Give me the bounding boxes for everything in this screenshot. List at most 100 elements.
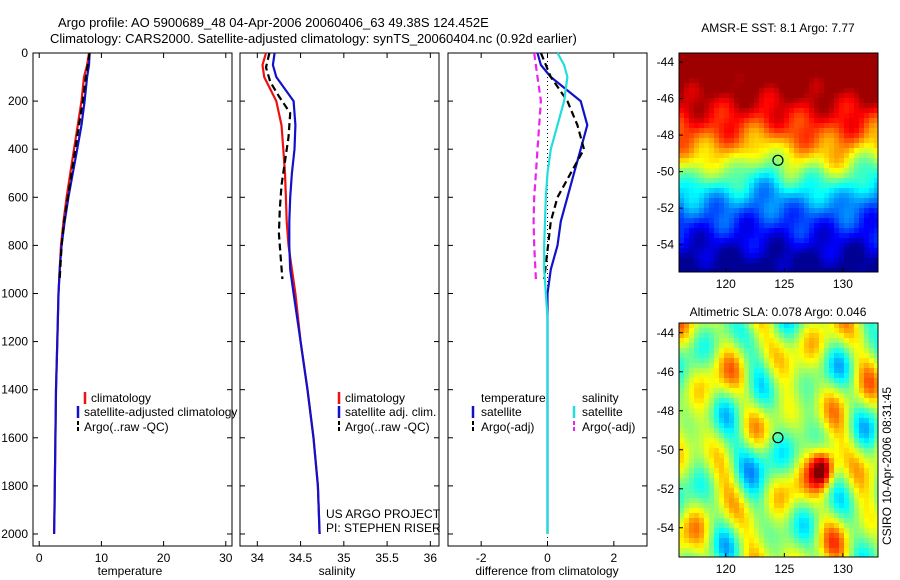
heatmap-cell <box>744 188 750 194</box>
heatmap-cell <box>699 208 705 214</box>
heatmap-cell <box>849 88 855 94</box>
heatmap-cell <box>784 493 790 499</box>
heatmap-cell <box>764 428 770 434</box>
heatmap-cell <box>684 113 690 119</box>
heatmap-cell <box>684 468 690 474</box>
heatmap-cell <box>789 458 795 464</box>
y-tick-label: 2000 <box>1 527 28 541</box>
heatmap-cell <box>689 208 695 214</box>
heatmap-cell <box>859 183 865 189</box>
heatmap-cell <box>729 393 735 399</box>
heatmap-cell <box>774 128 780 134</box>
heatmap-cell <box>754 253 760 259</box>
heatmap-cell <box>869 468 875 474</box>
heatmap-cell <box>819 398 825 404</box>
heatmap-cell <box>764 443 770 449</box>
heatmap-cell <box>684 528 690 534</box>
heatmap-cell <box>769 368 775 374</box>
heatmap-cell <box>749 53 755 59</box>
heatmap-cell <box>704 498 710 504</box>
heatmap-cell <box>714 468 720 474</box>
heatmap-cell <box>769 483 775 489</box>
heatmap-cell <box>699 93 705 99</box>
heatmap-cell <box>814 218 820 224</box>
heatmap-cell <box>874 98 878 104</box>
heatmap-cell <box>814 508 820 514</box>
heatmap-cell <box>774 538 780 544</box>
heatmap-cell <box>844 473 850 479</box>
heatmap-cell <box>789 483 795 489</box>
heatmap-cell <box>869 213 875 219</box>
heatmap-cell <box>794 543 800 549</box>
heatmap-cell <box>814 423 820 429</box>
heatmap-cell <box>709 173 715 179</box>
heatmap-cell <box>689 348 695 354</box>
heatmap-cell <box>809 78 815 84</box>
heatmap-cell <box>729 138 735 144</box>
heatmap-cell <box>754 513 760 519</box>
heatmap-cell <box>744 233 750 239</box>
heatmap-cell <box>679 378 685 384</box>
heatmap-cell <box>849 388 855 394</box>
heatmap-cell <box>789 78 795 84</box>
heatmap-cell <box>799 533 805 539</box>
heatmap-cell <box>774 173 780 179</box>
heatmap-cell <box>769 393 775 399</box>
heatmap-cell <box>724 488 730 494</box>
heatmap-cell <box>809 238 815 244</box>
heatmap-cell <box>774 123 780 129</box>
heatmap-cell <box>784 108 790 114</box>
heatmap-cell <box>734 228 740 234</box>
heatmap-cell <box>784 133 790 139</box>
heatmap-cell <box>744 413 750 419</box>
heatmap-cell <box>714 88 720 94</box>
heatmap-cell <box>699 78 705 84</box>
heatmap-cell <box>749 263 755 269</box>
heatmap-cell <box>784 328 790 334</box>
heatmap-cell <box>814 468 820 474</box>
heatmap-cell <box>724 333 730 339</box>
heatmap-cell <box>709 218 715 224</box>
heatmap-cell <box>814 78 820 84</box>
heatmap-cell <box>794 443 800 449</box>
heatmap-cell <box>849 248 855 254</box>
heatmap-cell <box>814 138 820 144</box>
heatmap-cell <box>839 448 845 454</box>
heatmap-cell <box>754 553 760 557</box>
heatmap-cell <box>719 358 725 364</box>
heatmap-cell <box>779 143 785 149</box>
heatmap-cell <box>839 353 845 359</box>
heatmap-cell <box>679 458 685 464</box>
heatmap-cell <box>724 198 730 204</box>
heatmap-cell <box>849 123 855 129</box>
heatmap-cell <box>859 98 865 104</box>
heatmap-cell <box>824 228 830 234</box>
heatmap-cell <box>694 348 700 354</box>
heatmap-cell <box>774 148 780 154</box>
heatmap-cell <box>764 468 770 474</box>
heatmap-cell <box>679 328 685 334</box>
heatmap-cell <box>759 508 765 514</box>
heatmap-cell <box>774 398 780 404</box>
heatmap-cell <box>834 333 840 339</box>
heatmap-cell <box>844 498 850 504</box>
heatmap-cell <box>819 263 825 269</box>
heatmap-cell <box>859 478 865 484</box>
heatmap-cell <box>764 363 770 369</box>
heatmap-cell <box>719 133 725 139</box>
heatmap-cell <box>739 443 745 449</box>
heatmap-cell <box>809 418 815 424</box>
heatmap-cell <box>734 193 740 199</box>
heatmap-cell <box>704 213 710 219</box>
heatmap-cell <box>734 528 740 534</box>
heatmap-cell <box>694 123 700 129</box>
heatmap-cell <box>859 73 865 79</box>
heatmap-cell <box>729 398 735 404</box>
heatmap-cell <box>869 328 875 334</box>
heatmap-cell <box>864 118 870 124</box>
heatmap-cell <box>694 108 700 114</box>
heatmap-cell <box>824 398 830 404</box>
heatmap-cell <box>759 138 765 144</box>
heatmap-cell <box>734 413 740 419</box>
axes-box <box>678 322 879 558</box>
